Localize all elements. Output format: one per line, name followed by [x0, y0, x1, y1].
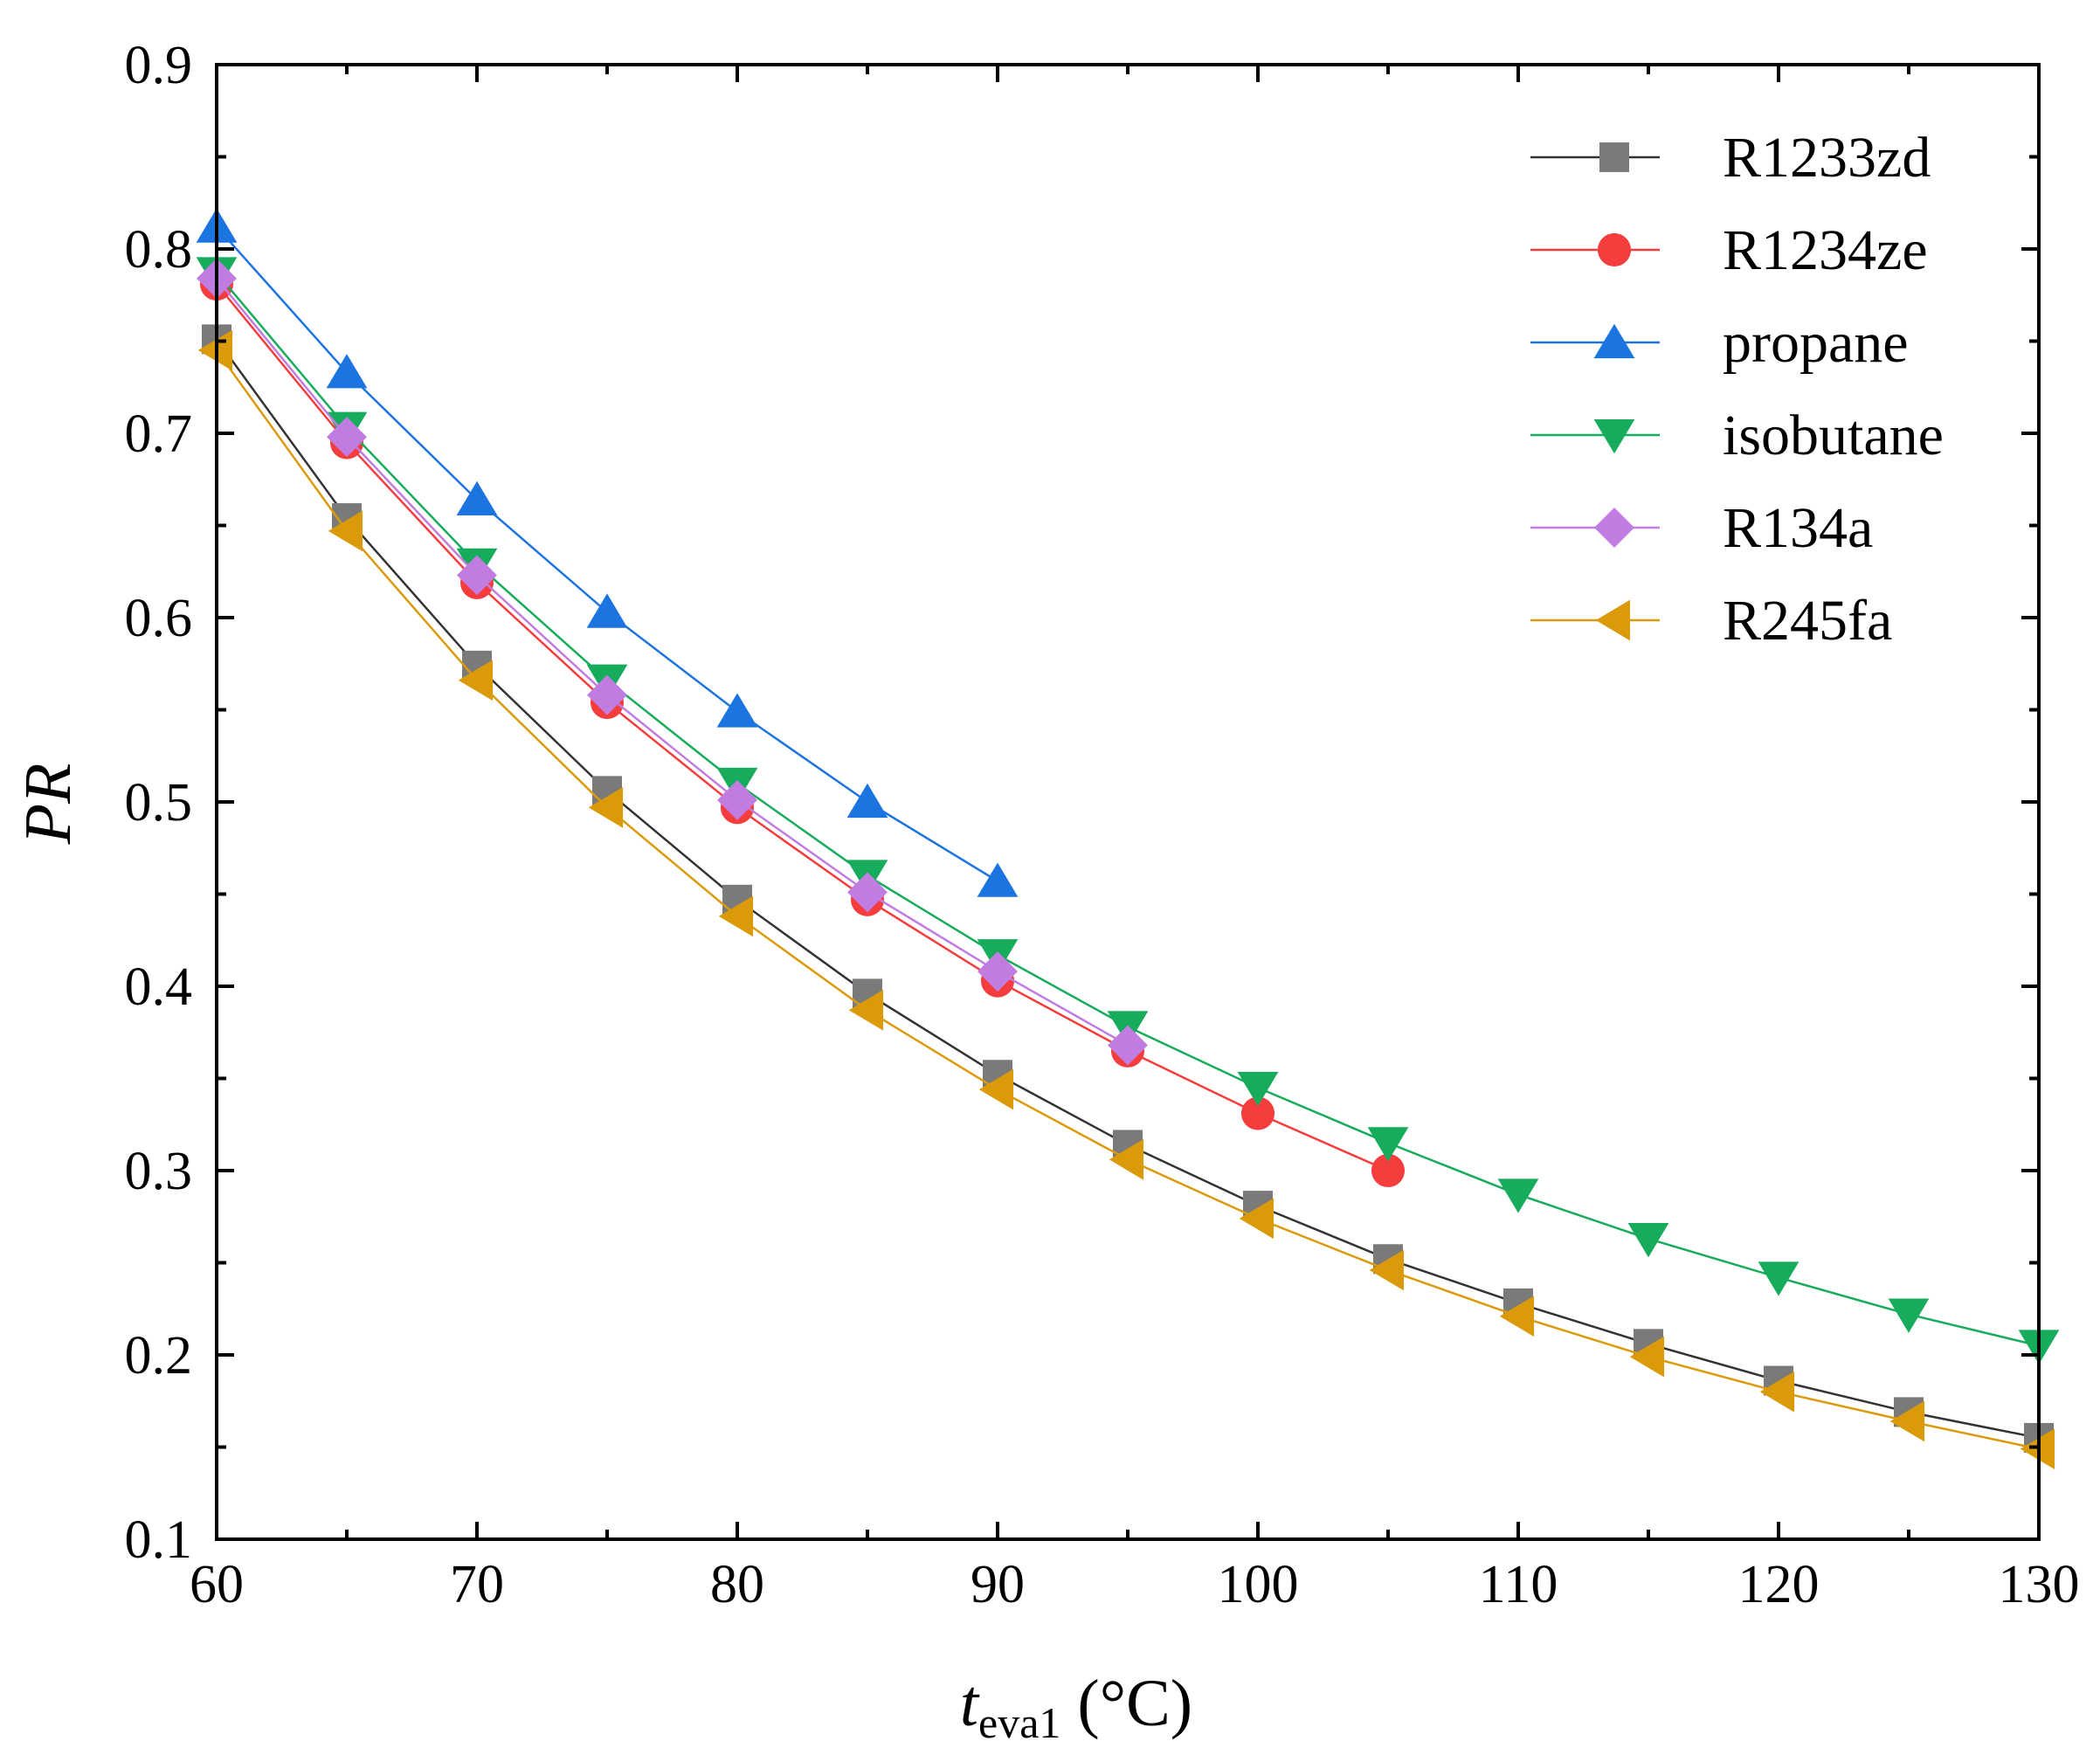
- y-tick-label: 0.2: [125, 1326, 193, 1385]
- y-tick-label: 0.5: [125, 773, 193, 833]
- x-axis-label: teva1 (°C): [960, 1667, 1192, 1747]
- x-tick-label: 110: [1479, 1555, 1558, 1614]
- x-axis-label-unit: (°C): [1060, 1667, 1192, 1740]
- legend-marker: [1597, 232, 1632, 267]
- series-line-R1234ze: [216, 283, 1389, 1172]
- x-tick-label: 100: [1218, 1555, 1299, 1614]
- legend-label: R245fa: [1723, 589, 1892, 653]
- x-tick-label: 90: [971, 1555, 1025, 1614]
- legend-item-R1233zd: R1233zd: [1530, 126, 1931, 190]
- data-point-R1234ze: [1371, 1153, 1406, 1188]
- data-point-R245fa: [458, 660, 494, 701]
- y-tick-label: 0.8: [125, 220, 193, 280]
- data-point-propane: [456, 480, 498, 516]
- legend-marker: [1599, 142, 1629, 172]
- data-point-R245fa: [1629, 1336, 1665, 1378]
- x-tick-label: 130: [1999, 1555, 2080, 1614]
- data-point-propane: [716, 693, 758, 728]
- x-tick-label: 70: [450, 1555, 504, 1614]
- data-point-isobutane: [1888, 1298, 1930, 1333]
- x-tick-label: 80: [710, 1555, 764, 1614]
- legend-label: propane: [1723, 311, 1909, 375]
- legend-label: R1234ze: [1723, 218, 1928, 282]
- data-point-isobutane: [1497, 1178, 1539, 1213]
- legend-item-propane: propane: [1530, 311, 1909, 375]
- data-point-propane: [326, 354, 368, 389]
- data-point-R1234ze: [1240, 1096, 1275, 1130]
- data-point-R134a: [717, 779, 757, 820]
- data-point-R245fa: [1759, 1371, 1795, 1413]
- data-point-R134a: [977, 951, 1018, 992]
- data-point-R245fa: [328, 510, 363, 552]
- legend-item-R1234ze: R1234ze: [1530, 218, 1928, 282]
- data-point-isobutane: [1627, 1223, 1669, 1258]
- x-tick-label: 120: [1738, 1555, 1820, 1614]
- y-tick-label: 0.9: [125, 36, 193, 95]
- data-point-R134a: [587, 674, 627, 715]
- legend-item-isobutane: isobutane: [1530, 404, 1944, 467]
- data-point-R134a: [327, 417, 367, 458]
- data-point-R134a: [457, 555, 497, 596]
- data-point-R245fa: [1499, 1296, 1535, 1337]
- data-point-R245fa: [1889, 1400, 1925, 1442]
- legend-item-R245fa: R245fa: [1530, 589, 1892, 653]
- data-point-R245fa: [1369, 1249, 1405, 1291]
- data-point-isobutane: [1237, 1071, 1279, 1107]
- legend-label: R1233zd: [1723, 126, 1931, 190]
- data-point-R245fa: [1109, 1138, 1144, 1180]
- y-tick-label: 0.1: [125, 1510, 193, 1570]
- legend-label: R134a: [1723, 496, 1873, 560]
- series-line-R134a: [216, 278, 1129, 1047]
- data-point-propane: [846, 783, 888, 819]
- y-tick-label: 0.3: [125, 1142, 193, 1201]
- legend-item-R134a: R134a: [1530, 496, 1873, 560]
- data-point-R245fa: [848, 990, 884, 1031]
- data-point-propane: [977, 862, 1019, 897]
- legend-marker: [1593, 418, 1635, 454]
- y-tick-label: 0.7: [125, 404, 193, 464]
- x-axis-label-main: t: [960, 1667, 980, 1740]
- data-point-R245fa: [588, 786, 624, 828]
- data-point-R245fa: [718, 895, 754, 937]
- legend-marker: [1594, 508, 1634, 548]
- data-point-isobutane: [1367, 1127, 1409, 1162]
- data-point-R134a: [847, 872, 888, 913]
- data-point-R134a: [1108, 1025, 1148, 1066]
- legend-marker: [1595, 599, 1631, 641]
- x-tick-label: 60: [190, 1555, 244, 1614]
- legend-marker: [1593, 323, 1635, 359]
- y-tick-label: 0.6: [125, 589, 193, 648]
- series-propane: [196, 208, 1019, 897]
- y-axis-label: PR: [11, 763, 85, 846]
- data-point-R245fa: [1239, 1198, 1275, 1240]
- data-point-R245fa: [978, 1068, 1014, 1110]
- data-point-propane: [586, 593, 628, 628]
- legend-label: isobutane: [1723, 404, 1944, 467]
- y-tick-label: 0.4: [125, 957, 193, 1017]
- x-axis-label-sub: eva1: [978, 1698, 1060, 1747]
- data-point-isobutane: [1758, 1261, 1800, 1296]
